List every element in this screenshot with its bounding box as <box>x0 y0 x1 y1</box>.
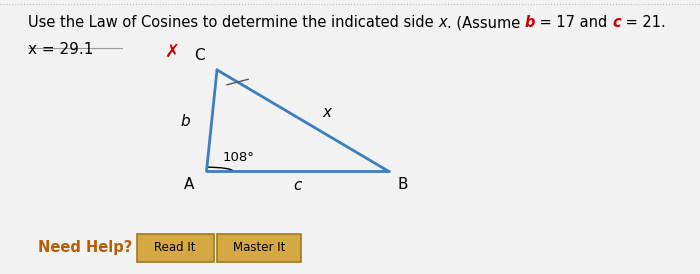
FancyBboxPatch shape <box>217 234 301 262</box>
Text: b: b <box>525 15 536 30</box>
Text: = 21.: = 21. <box>621 15 666 30</box>
Text: c: c <box>612 15 621 30</box>
Text: ✗: ✗ <box>164 42 180 61</box>
Text: b: b <box>181 115 190 129</box>
Text: Use the Law of Cosines to determine the indicated side: Use the Law of Cosines to determine the … <box>28 15 438 30</box>
Text: Read It: Read It <box>154 241 196 255</box>
Text: c: c <box>293 178 302 193</box>
Text: Master It: Master It <box>233 241 285 255</box>
Text: = 17 and: = 17 and <box>536 15 612 30</box>
Text: x = 29.1: x = 29.1 <box>28 42 93 58</box>
FancyBboxPatch shape <box>136 234 214 262</box>
Text: A: A <box>184 177 195 192</box>
Text: 108°: 108° <box>223 151 255 164</box>
Text: x: x <box>322 105 331 120</box>
Text: . (Assume: . (Assume <box>447 15 525 30</box>
Text: C: C <box>195 48 205 63</box>
Text: Need Help?: Need Help? <box>38 241 133 255</box>
Text: x: x <box>438 15 447 30</box>
Text: B: B <box>398 177 408 192</box>
